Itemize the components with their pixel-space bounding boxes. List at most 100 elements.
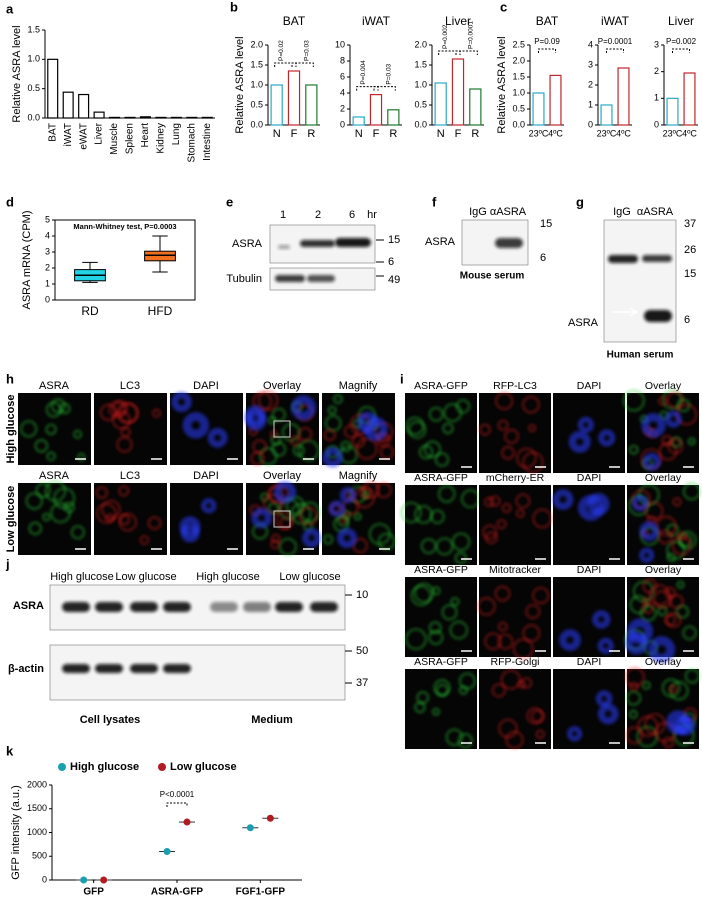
cell-signal xyxy=(63,501,75,513)
size-marker: 15 xyxy=(388,234,400,246)
p-value: P<0.0001 xyxy=(160,790,195,799)
cell-signal xyxy=(664,410,682,428)
micrograph-content xyxy=(628,482,701,563)
cell-signal xyxy=(369,523,391,545)
y-tick-label: 1.5 xyxy=(512,71,525,81)
micrograph-content xyxy=(625,667,700,748)
cell-signal xyxy=(118,513,137,532)
cell-signal xyxy=(498,621,508,632)
micrograph-content xyxy=(100,400,161,453)
blot-band xyxy=(163,664,191,673)
p-value: P=0.0001 xyxy=(467,21,474,49)
cell-signal xyxy=(683,482,701,500)
y-axis-label: ASRA mRNA (CPM) xyxy=(21,210,33,309)
y-tick-label: 1 xyxy=(588,99,593,109)
y-tick-label: 5 xyxy=(45,214,50,224)
cell-signal xyxy=(299,507,318,525)
y-tick-label: 1.5 xyxy=(414,59,427,69)
x-tick-label: N xyxy=(273,128,281,140)
x-tick-label: Heart xyxy=(140,123,151,148)
cell-signal xyxy=(433,679,451,697)
y-tick-label: 0.5 xyxy=(512,103,525,113)
x-tick-label: F xyxy=(291,128,298,140)
micrograph xyxy=(405,669,477,749)
cell-signal xyxy=(666,553,676,562)
cell-signal xyxy=(410,585,432,606)
legend-swatch xyxy=(58,763,66,771)
cell-signal xyxy=(96,503,117,524)
cell-signal xyxy=(337,528,358,548)
channel-label: Overlay xyxy=(645,564,682,576)
x-tick-label: 23ºC xyxy=(663,128,683,138)
y-tick-label: 0 xyxy=(42,874,47,884)
micrograph-content xyxy=(477,585,550,659)
blot-band xyxy=(210,602,238,612)
channel-label: ASRA-GFP xyxy=(414,472,468,484)
cell-signal xyxy=(639,547,655,563)
y-tick-label: 500 xyxy=(32,851,47,861)
cell-signal xyxy=(682,625,697,640)
channel-label: LC3 xyxy=(120,380,140,392)
blot-band xyxy=(62,602,90,612)
y-tick-label: 3 xyxy=(45,246,50,256)
cell-signal xyxy=(658,442,677,461)
cell-signal xyxy=(95,486,108,499)
cell-signal xyxy=(552,489,574,510)
x-tick-label: Kidney xyxy=(156,123,167,154)
cell-signal xyxy=(406,417,425,436)
micrograph-content xyxy=(322,394,394,468)
cell-signal xyxy=(139,535,150,545)
y-tick-label: 1000 xyxy=(27,827,47,837)
x-tick-label: Stomach xyxy=(186,123,197,162)
cell-signal xyxy=(685,668,700,684)
y-tick-label: 1.0 xyxy=(414,79,427,89)
cell-signal xyxy=(362,481,380,499)
cell-signal xyxy=(298,440,320,462)
bar xyxy=(170,116,182,119)
x-tick-label: R xyxy=(307,128,315,140)
cell-signal xyxy=(328,500,346,518)
cell-signal xyxy=(559,629,581,651)
chart-title: iWAT xyxy=(362,14,391,28)
zoom-box xyxy=(273,510,291,528)
cell-signal xyxy=(424,440,441,458)
significance-bracket xyxy=(166,802,188,807)
bar xyxy=(387,109,400,126)
micrograph xyxy=(94,483,167,555)
cell-signal xyxy=(489,495,501,507)
cell-signal xyxy=(513,638,534,659)
cell-signal xyxy=(333,394,343,404)
channel-label: ASRA-GFP xyxy=(414,656,468,668)
cell-signal xyxy=(648,636,676,664)
p-value: P=0.09 xyxy=(534,37,560,46)
cell-signal xyxy=(642,681,651,690)
panel-label: h xyxy=(6,371,14,386)
lane-label: IgG xyxy=(469,206,487,218)
cell-signal xyxy=(452,532,471,551)
blot xyxy=(49,644,346,701)
channel-label: Overlay xyxy=(263,470,301,482)
chart-title: iWAT xyxy=(601,14,630,28)
x-tick-label: 4ºC xyxy=(548,128,563,138)
channel-label: ASRA-GFP xyxy=(414,564,468,576)
point xyxy=(100,876,108,884)
cell-signal xyxy=(147,516,162,530)
cell-signal xyxy=(658,396,668,406)
micrograph xyxy=(18,393,91,465)
cell-signal xyxy=(339,486,357,504)
blot-band xyxy=(278,245,290,249)
micrograph xyxy=(479,669,551,749)
cell-signal xyxy=(666,541,686,560)
cell-signal xyxy=(290,436,300,446)
caption: Mouse serum xyxy=(460,271,525,282)
cell-signal xyxy=(339,514,348,523)
blot-band xyxy=(642,255,672,262)
cell-signal xyxy=(428,630,444,645)
bar xyxy=(666,97,679,126)
cell-signal xyxy=(351,434,365,448)
y-tick-label: 2.0 xyxy=(250,39,263,49)
micrograph xyxy=(479,393,551,473)
micrograph-content xyxy=(95,485,162,545)
bar xyxy=(532,92,545,126)
